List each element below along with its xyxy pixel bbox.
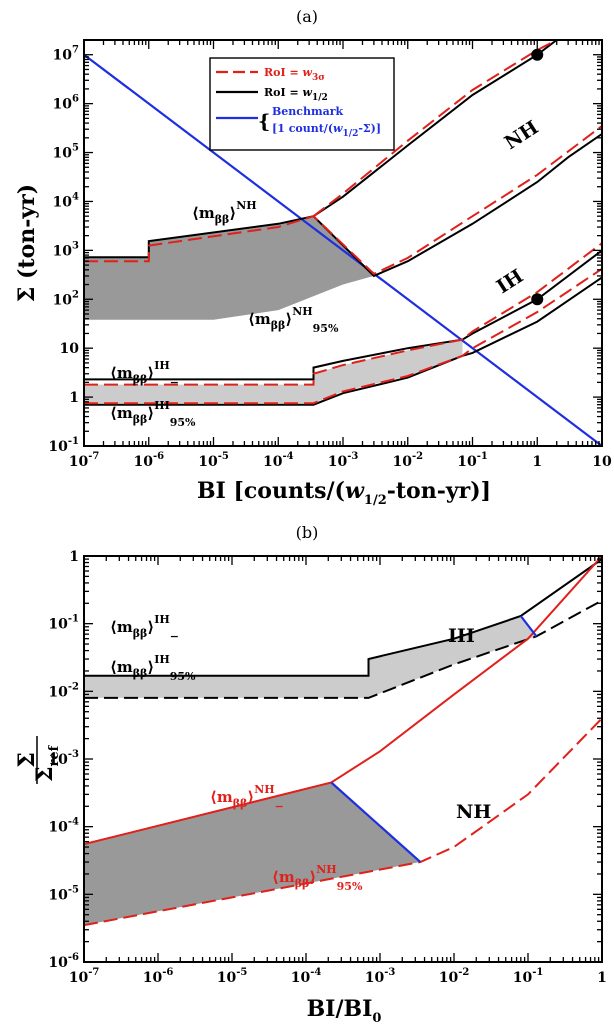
series-line-6 — [84, 242, 602, 386]
y-axis-label: Σ (ton-yr) — [14, 184, 40, 302]
legend-box — [209, 57, 395, 151]
y-tick-label: 10-3 — [48, 749, 79, 768]
x-tick-label: 10-3 — [328, 451, 359, 470]
series-line-5 — [84, 249, 602, 381]
y-tick-label: 104 — [53, 191, 79, 210]
y-tick-label: 10-5 — [48, 884, 79, 903]
nh-label-b: NH — [456, 801, 491, 823]
y-tick-label: 1 — [69, 549, 79, 565]
x-tick-label: 10 — [592, 454, 612, 470]
legend-label-blue-1: Benchmark — [272, 105, 344, 118]
x-tick-label: 10-6 — [143, 967, 174, 986]
y-tick-label: 105 — [53, 143, 79, 162]
nh-shaded-region-b — [84, 782, 421, 926]
panel-b-label: (b) — [296, 523, 319, 542]
ih-label-a: IH — [493, 265, 528, 298]
legend-label-black: RoI = w1/2 — [264, 86, 328, 103]
x-tick-label: 10-7 — [69, 451, 100, 470]
y-tick-label: 10 — [60, 341, 80, 357]
y-tick-label: 10-1 — [48, 614, 79, 633]
series-line-4 — [330, 781, 422, 863]
x-tick-label: 10-4 — [263, 451, 294, 470]
series-line-4 — [312, 40, 558, 217]
x-tick-label: 10-5 — [217, 967, 248, 986]
y-tick-label: 10-1 — [48, 436, 79, 455]
series-line-7 — [84, 276, 602, 406]
mbb-nh95-a: ⟨mββ⟩NH95% — [248, 305, 339, 335]
ih-shaded-region-b — [84, 616, 537, 698]
legend-label-blue-2: [1 count/(w1/2-Σ)] — [272, 122, 381, 139]
x-tick-label: 10-7 — [69, 967, 100, 986]
series-line-0 — [84, 53, 602, 446]
x-tick-label: 10-1 — [457, 451, 488, 470]
x-tick-label: 10-3 — [365, 967, 396, 986]
series-line-1 — [84, 133, 602, 278]
plot-area-a — [84, 40, 602, 446]
x-tick-label: 10-4 — [291, 967, 322, 986]
x-axis-label: BI [counts/(w1/2-ton-yr)] — [197, 478, 491, 508]
marker-dot-1 — [531, 293, 544, 306]
mbb-ih-minus-b: ⟨mββ⟩IH− — [110, 613, 179, 643]
y-tick-label: 10-2 — [48, 681, 79, 700]
ih-shaded-region — [84, 339, 463, 404]
series-line-8 — [84, 267, 602, 405]
panel-a-label: (a) — [296, 7, 318, 26]
y-axis-label-num: Σ — [14, 752, 40, 768]
y-tick-label: 10-6 — [48, 952, 79, 971]
legend: RoI = w3σ RoI = w1/2 {Benchmark [1 count/(w… — [209, 57, 395, 151]
series-line-3 — [84, 717, 602, 927]
mbb-ih-minus-a: ⟨mββ⟩IH− — [110, 359, 179, 389]
legend-brace: { — [258, 111, 270, 133]
x-tick-label: 1 — [597, 970, 607, 986]
marker-dot-0 — [531, 48, 544, 61]
panel-a-chart: 10-7 10-6 10-5 10-4 10-3 10-2 10-1 1 10 10-1 1 10 10… — [14, 39, 612, 508]
mbb-nh95-b: ⟨mββ⟩NH95% — [272, 863, 363, 893]
y-axis-label-den: Σref — [32, 744, 62, 782]
x-tick-label: 10-6 — [133, 451, 164, 470]
y-tick-label: 106 — [53, 94, 79, 113]
mbb-ih95-a: ⟨mββ⟩IH95% — [110, 399, 196, 429]
plot-area-b — [84, 556, 602, 927]
series-line-0 — [84, 558, 602, 677]
x-tick-label: 1 — [532, 454, 542, 470]
panel-b-chart: 10-7 10-6 10-5 10-4 10-3 10-2 10-1 110-610-510-… — [14, 549, 607, 1026]
y-tick-label: 102 — [53, 289, 79, 308]
y-tick-label: 107 — [53, 45, 79, 64]
mbb-ih95-b: ⟨mββ⟩IH95% — [110, 653, 196, 683]
series-line-2 — [84, 556, 602, 846]
mbb-nh-a: ⟨mββ⟩NH — [192, 199, 257, 226]
nh-shaded-region — [84, 216, 374, 320]
nh-label-a: NH — [501, 116, 543, 154]
series-line-1 — [84, 599, 602, 699]
series-line-5 — [519, 615, 538, 637]
y-tick-label: 10-4 — [48, 817, 79, 836]
ih-label-b: IH — [448, 625, 475, 647]
legend-label-red: RoI = w3σ — [264, 66, 325, 83]
x-tick-label: 10-2 — [392, 451, 423, 470]
x-tick-label: 10-5 — [198, 451, 229, 470]
y-tick-label: 1 — [69, 390, 79, 406]
series-line-2 — [84, 125, 602, 276]
x-tick-label: 10-2 — [439, 967, 470, 986]
mbb-nh-minus-b: ⟨mββ⟩NH− — [210, 783, 284, 813]
x-axis-label-b: BI/BI0 — [307, 996, 382, 1026]
x-tick-label: 10-1 — [513, 967, 544, 986]
y-tick-label: 103 — [53, 240, 79, 259]
